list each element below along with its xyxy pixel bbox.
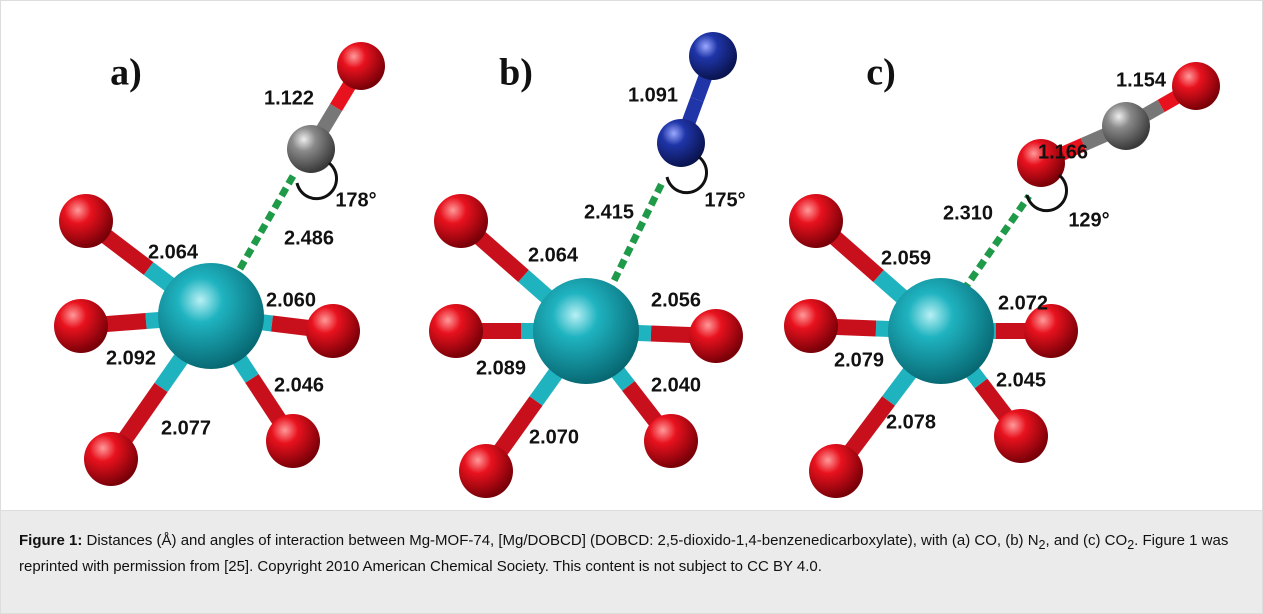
interaction-line (608, 181, 663, 293)
page: a) 1.122 2.486 2.064 2.060 2.092 2.046 2.077 178… (0, 0, 1263, 613)
angle-label: 129° (1068, 209, 1109, 231)
bond-length: 2.056 (651, 289, 701, 311)
oxygen-atom (54, 299, 108, 353)
angle-label: 175° (704, 189, 745, 211)
bond-length: 2.040 (651, 374, 701, 396)
bond-length: 2.486 (284, 227, 334, 249)
bond-length: 2.064 (528, 244, 579, 266)
atom (337, 42, 385, 90)
panel-label: b) (499, 52, 533, 94)
oxygen-atom (644, 414, 698, 468)
bond-length: 2.064 (148, 241, 199, 263)
oxygen-atom (789, 194, 843, 248)
caption-segment: , and (c) CO (1046, 532, 1128, 549)
oxygen-atom (434, 194, 488, 248)
bond-length: 1.122 (264, 87, 314, 109)
magnesium-atom (888, 278, 994, 384)
figure: a) 1.122 2.486 2.064 2.060 2.092 2.046 2.077 178… (0, 0, 1263, 510)
oxygen-atom (994, 409, 1048, 463)
atom (287, 125, 335, 173)
caption-label: Figure 1: (19, 532, 82, 549)
bond-length: 2.077 (161, 417, 211, 439)
oxygen-atom (84, 432, 138, 486)
magnesium-atom (533, 278, 639, 384)
oxygen-atom (266, 414, 320, 468)
oxygen-atom (459, 444, 513, 498)
oxygen-atom (784, 299, 838, 353)
panel-label: c) (866, 52, 896, 94)
oxygen-atom (306, 304, 360, 358)
bond-length: 2.045 (996, 369, 1046, 391)
oxygen-atom (809, 444, 863, 498)
bond-length: 2.059 (881, 247, 931, 269)
caption-segment: Distances (Å) and angles of interaction … (87, 532, 1039, 549)
atom (1102, 102, 1150, 150)
bond-length: 2.060 (266, 289, 316, 311)
caption: Figure 1: Distances (Å) and angles of in… (0, 510, 1263, 614)
bond-length: 2.092 (106, 347, 156, 369)
bond-length: 2.072 (998, 292, 1048, 314)
bond-length: 2.046 (274, 374, 324, 396)
atom (689, 32, 737, 80)
caption-text: Figure 1: Distances (Å) and angles of in… (19, 530, 1244, 577)
bond-length: 1.091 (628, 84, 678, 106)
caption-subscript: 2 (1039, 538, 1046, 552)
angle-label: 178° (335, 189, 376, 211)
oxygen-atom (689, 309, 743, 363)
bond-length: 1.154 (1116, 69, 1167, 91)
bond-length: 1.166 (1038, 141, 1088, 163)
bond-length: 2.415 (584, 201, 634, 223)
bond-length: 2.078 (886, 411, 936, 433)
magnesium-atom (158, 263, 264, 369)
oxygen-atom (429, 304, 483, 358)
atom (657, 119, 705, 167)
bond-length: 2.310 (943, 202, 993, 224)
atom (1172, 62, 1220, 110)
bond-length: 2.070 (529, 426, 579, 448)
bond-length: 2.079 (834, 349, 884, 371)
figure-graphic: a) 1.122 2.486 2.064 2.060 2.092 2.046 2.077 178… (1, 1, 1262, 510)
bond-length: 2.089 (476, 357, 526, 379)
oxygen-atom (59, 194, 113, 248)
panel-label: a) (110, 52, 142, 94)
